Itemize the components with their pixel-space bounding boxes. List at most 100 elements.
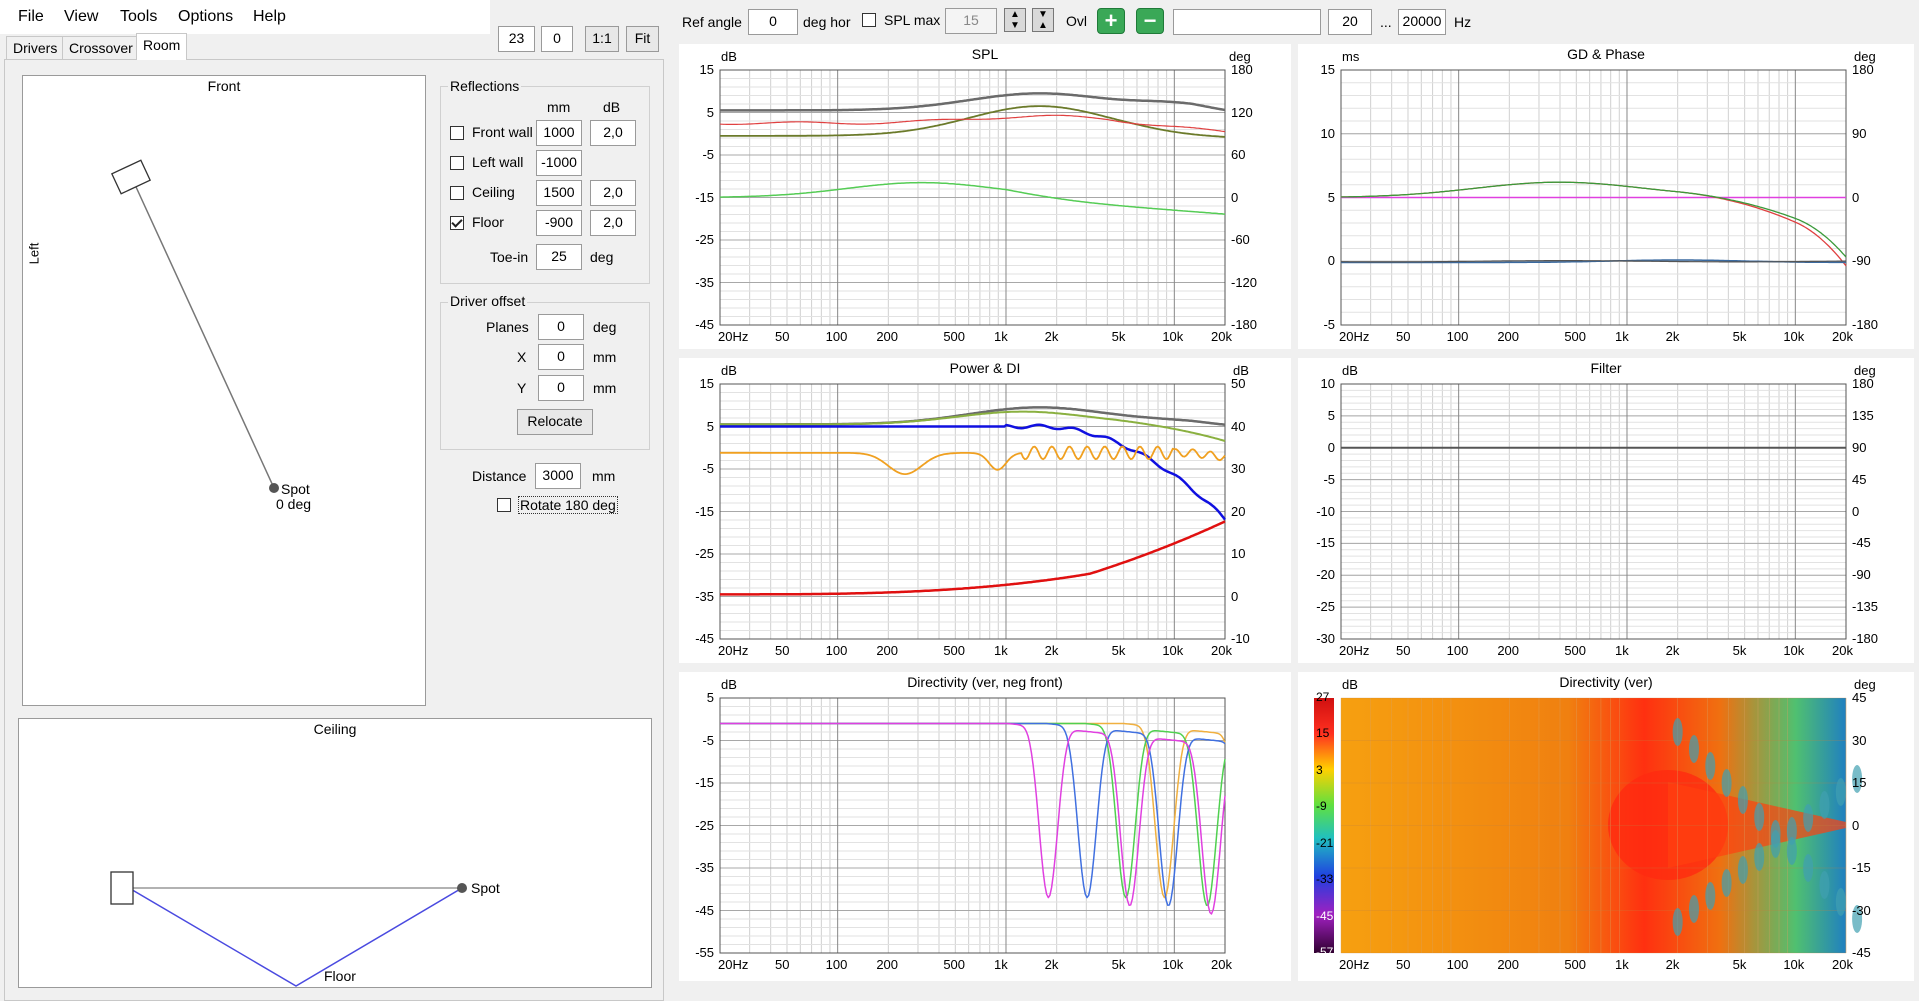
col-db-label: dB <box>603 99 621 115</box>
menu-options[interactable]: Options <box>178 8 234 25</box>
gd-phase-graph[interactable]: GD & Phase ms deg 20Hz 50 100 200 500 1k 2k 5k 1… <box>1298 44 1914 349</box>
toe-in-label: Toe-in <box>490 249 529 265</box>
spl-fit-icon[interactable]: ▼ ▲ <box>1032 8 1054 32</box>
freq-tick-label: 100 <box>825 643 848 658</box>
front-view[interactable]: Front Left Spot 0 deg <box>22 75 426 706</box>
freq-tick-label: 50 <box>774 643 790 658</box>
freq-tick-label: 50 <box>1395 643 1411 658</box>
ref-angle-field[interactable]: 0 <box>748 9 798 35</box>
freq-tick-label: 100 <box>825 329 848 344</box>
scale-tick-label: -9 <box>1316 799 1327 814</box>
power-di-graph[interactable]: Power & DI dB dB 20Hz 50 100 200 500 1k 2k 5k 10… <box>679 358 1291 663</box>
rotate-180-checkbox[interactable] <box>497 498 511 512</box>
x-label: X <box>517 349 527 365</box>
directivity-neg-front-graph[interactable]: Directivity (ver, neg front) dB 20Hz 50 10… <box>679 672 1291 981</box>
y2-tick-label: -180 <box>1852 631 1879 646</box>
y2-tick-label: 40 <box>1231 418 1246 434</box>
y-tick-label: -35 <box>695 274 714 290</box>
speaker-box-icon <box>110 159 152 195</box>
menu-view[interactable]: View <box>64 8 99 25</box>
y-offset-field[interactable]: 0 <box>538 375 584 401</box>
offset-field[interactable]: 0 <box>541 26 573 52</box>
freq-tick-label: 1k <box>993 643 1008 658</box>
spl-right-unit: deg <box>1229 49 1251 64</box>
scale-tick-label: 27 <box>1316 690 1330 704</box>
spl-max-field[interactable]: 15 <box>945 8 997 34</box>
y2-tick-label: 0 <box>1852 503 1860 519</box>
freq-tick-label: 500 <box>1564 957 1587 972</box>
y2-tick-label: -45 <box>1852 945 1871 960</box>
tab-crossover[interactable]: Crossover <box>62 36 140 59</box>
floor-label: Floor <box>324 968 356 984</box>
range-dots: ... <box>1380 14 1392 30</box>
spl-graph[interactable]: SPL dB deg 20Hz 50 100 200 500 1k 2k 5k 10k 20k 15… <box>679 44 1291 349</box>
freq-tick-label: 20k <box>1211 329 1232 344</box>
freq-tick-label: 200 <box>876 329 899 344</box>
freq-tick-label: 10k <box>1162 643 1184 658</box>
distance-field[interactable]: 3000 <box>535 463 581 489</box>
power-left-unit: dB <box>721 363 737 378</box>
dirver-right-unit: deg <box>1854 677 1876 692</box>
freq-to-field[interactable]: 20000 <box>1398 9 1446 35</box>
y-tick-label: 5 <box>706 690 714 705</box>
zoom-field[interactable]: 23 <box>498 26 535 52</box>
tab-room[interactable]: Room <box>136 33 188 60</box>
spl-max-label: SPL max <box>884 12 941 28</box>
add-icon[interactable]: + <box>1097 8 1125 34</box>
power-red-curve <box>720 520 1226 596</box>
ceiling-db-field[interactable]: 2,0 <box>590 180 636 206</box>
remove-icon[interactable]: − <box>1136 8 1164 34</box>
dirneg-left-unit: dB <box>721 677 737 692</box>
y2-tick-label: 0 <box>1231 189 1239 205</box>
menu-tools[interactable]: Tools <box>120 8 158 25</box>
tab-drivers[interactable]: Drivers <box>6 36 65 59</box>
y2-tick-label: 180 <box>1852 376 1874 391</box>
y2-tick-label: 20 <box>1231 503 1246 519</box>
one-to-one-button[interactable]: 1:1 <box>585 26 619 52</box>
floor-checkbox[interactable] <box>450 216 464 230</box>
ceiling-view[interactable]: Ceiling Spot Floor <box>18 718 652 988</box>
ceiling-checkbox[interactable] <box>450 186 464 200</box>
filter-graph[interactable]: Filter dB deg 20Hz 50 100 200 500 1k 2k 5k 10k 20… <box>1298 358 1914 663</box>
spl-max-spinner-icon[interactable]: ▲ ▼ <box>1004 8 1026 32</box>
front-wall-db-field[interactable]: 2,0 <box>590 120 636 146</box>
x-offset-field[interactable]: 0 <box>538 344 584 370</box>
y2-tick-label: 0 <box>1852 817 1860 833</box>
y2-tick-label: -90 <box>1852 253 1871 269</box>
freq-tick-label: 500 <box>1564 643 1587 658</box>
scale-tick-label: -45 <box>1316 908 1334 923</box>
toe-in-field[interactable]: 25 <box>536 244 582 270</box>
freq-tick-label: 10k <box>1162 329 1184 344</box>
fit-button[interactable]: Fit <box>626 26 659 52</box>
left-wall-mm-field[interactable]: -1000 <box>536 150 582 176</box>
overlay-name-field[interactable] <box>1173 9 1321 35</box>
gd-gray-curve <box>1341 260 1847 263</box>
left-wall-checkbox[interactable] <box>450 156 464 170</box>
floor-db-field[interactable]: 2,0 <box>590 210 636 236</box>
freq-tick-label: 1k <box>993 957 1008 972</box>
spl-max-checkbox[interactable] <box>862 13 876 27</box>
freq-tick-label: 10k <box>1783 329 1805 344</box>
menu-file[interactable]: File <box>18 8 44 25</box>
freq-from-field[interactable]: 20 <box>1328 9 1372 35</box>
reflections-title: Reflections <box>448 78 522 94</box>
hz-label: Hz <box>1454 14 1472 30</box>
y-tick-label: -5 <box>702 732 714 748</box>
planes-field[interactable]: 0 <box>538 314 584 340</box>
menu-help[interactable]: Help <box>253 8 286 25</box>
directivity-ver-graph[interactable]: Directivity (ver) dB deg 27 15 3 -9 -21 -33 -4… <box>1298 672 1914 981</box>
y-tick-label: -45 <box>695 631 714 646</box>
freq-tick-label: 2k <box>1044 957 1059 972</box>
freq-tick-label: 1k <box>993 329 1008 344</box>
floor-mm-field[interactable]: -900 <box>536 210 582 236</box>
y2-tick-label: -135 <box>1852 599 1879 615</box>
relocate-button[interactable]: Relocate <box>517 409 593 435</box>
freq-tick-label: 10k <box>1783 957 1805 972</box>
freq-tick-label: 500 <box>943 957 966 972</box>
freq-tick-label: 50 <box>1395 329 1411 344</box>
ceiling-mm-field[interactable]: 1500 <box>536 180 582 206</box>
front-wall-mm-field[interactable]: 1000 <box>536 120 582 146</box>
front-wall-checkbox[interactable] <box>450 126 464 140</box>
y-tick-label: -5 <box>1323 471 1335 487</box>
freq-tick-label: 5k <box>1732 957 1747 972</box>
